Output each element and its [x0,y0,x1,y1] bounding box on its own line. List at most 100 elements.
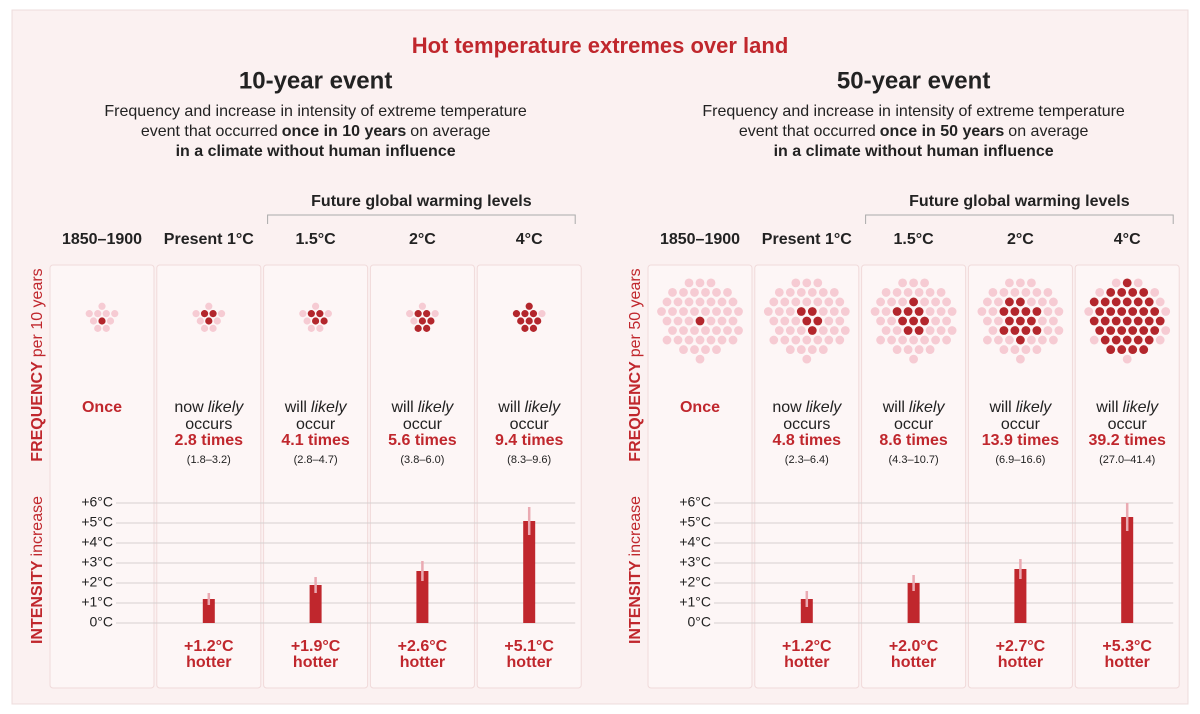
frequency-label: 4.8 times [773,432,842,449]
event-dot [999,326,1009,335]
base-dot [936,326,946,335]
group-bracket [865,214,1174,224]
base-dot [684,335,694,345]
event-dot [529,310,538,318]
base-dot [999,288,1009,297]
base-dot [1038,316,1047,326]
base-dot [701,326,710,335]
category-label: 2°C [1007,231,1034,248]
base-dot [818,326,828,335]
frequency-phrase: will likely [284,399,348,416]
base-dot [717,335,727,345]
base-dot [1049,297,1058,307]
axis-label-part: increase [627,496,644,557]
frequency-label: 5.6 times [388,432,457,449]
base-dot [870,307,880,316]
event-dot [1089,316,1099,326]
event-dot [1095,326,1105,335]
base-dot [785,288,795,297]
frequency-label: 8.6 times [879,432,948,449]
category-label: 2°C [409,231,436,248]
y-tick-label: +2°C [679,574,711,590]
y-tick-label: +4°C [679,534,711,550]
value-label: +2.0°C [889,638,939,655]
base-dot [802,335,812,345]
base-dot [1010,288,1020,297]
column-box [156,264,262,689]
base-dot [829,288,839,297]
base-dot [920,335,929,345]
base-dot [679,326,688,335]
base-dot [835,297,845,307]
base-dot [94,324,102,332]
base-dot [791,278,801,288]
base-dot [200,324,209,332]
event-dot [1106,345,1116,354]
base-dot [706,297,716,307]
base-dot [881,326,891,335]
event-dot [423,324,431,332]
base-dot [717,297,727,307]
category-label: Present 1°C [762,231,852,248]
base-dot [706,278,716,288]
event-dot [914,307,924,316]
base-dot [673,316,683,326]
column-box [967,264,1073,689]
frequency-phrase: now likely [174,399,244,416]
base-dot [983,335,992,345]
phrase-lead: now [174,399,204,416]
event-dot [418,317,426,325]
value-label: +1.2°C [184,638,234,655]
column-box [263,264,369,689]
event-dot [209,310,217,318]
description: in a climate without human influence [176,143,456,160]
event-dot [521,310,529,318]
bar [907,583,920,623]
event-dot [1005,316,1014,326]
base-dot [813,278,823,288]
base-dot [690,345,699,354]
base-dot [881,288,891,297]
frequency-phrase: occur [296,416,336,433]
axis-label-part: increase [29,496,46,557]
event-dot [200,310,209,318]
base-dot [1133,278,1143,288]
value-label: +5.1°C [504,638,554,655]
event-dot [414,324,422,332]
base-dot [813,335,823,345]
phrase-em: likely [909,399,946,416]
base-dot [769,297,779,307]
base-dot [840,307,850,316]
base-dot [802,278,812,288]
base-dot [887,297,896,307]
base-dot [1005,335,1014,345]
base-dot [876,316,885,326]
base-dot [909,278,918,288]
event-dot [1089,297,1099,307]
base-dot [898,297,907,307]
axis-label-part: INTENSITY [627,560,644,644]
base-dot [673,335,683,345]
event-dot [1128,307,1138,316]
description-part: on average [410,123,490,140]
category-label: 4°C [1114,231,1141,248]
base-dot [728,316,738,326]
description: Frequency and increase in intensity of e… [702,103,1125,120]
base-dot [217,310,226,318]
base-dot [734,307,743,316]
value-note: hotter [1105,654,1150,671]
base-dot [324,310,332,318]
base-dot [684,316,694,326]
base-dot [824,316,834,326]
base-dot [690,326,699,335]
base-dot [701,345,710,354]
column-box [647,264,753,689]
frequency-phrase: occur [1108,416,1148,433]
phrase-lead: will [989,399,1012,416]
event-dot [1155,316,1165,326]
base-dot [106,317,115,325]
base-dot [983,297,992,307]
phrase-em: likely [418,399,455,416]
base-dot [769,316,779,326]
event-dot [517,317,525,325]
